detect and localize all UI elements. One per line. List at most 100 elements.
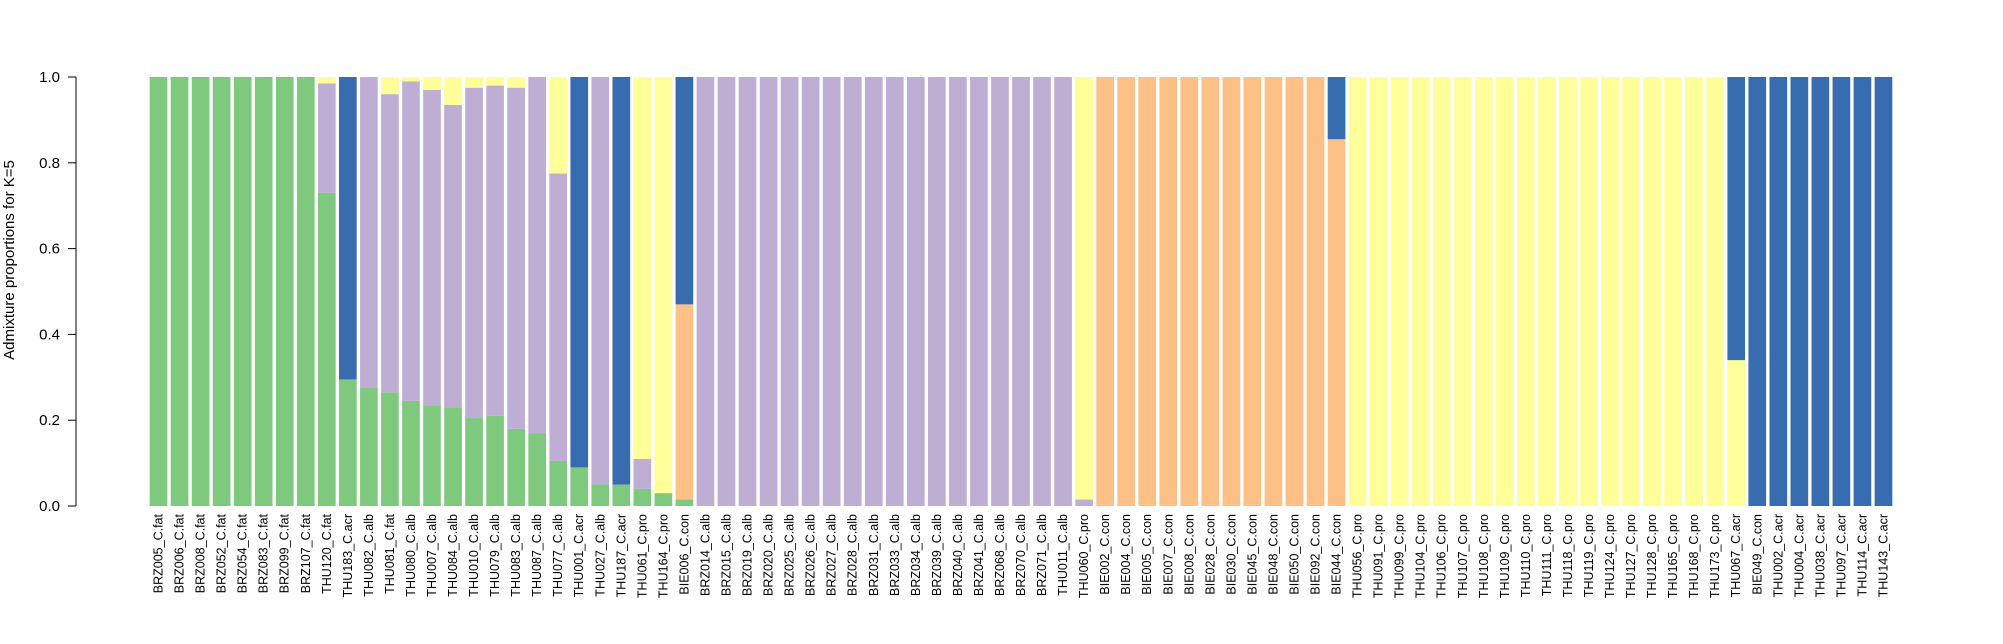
x-tick-label: BIE005_C.con	[1140, 514, 1154, 595]
bar-segment-THU077_C.alb-k2	[549, 173, 568, 461]
x-tick-label: BRZ039_C.alb	[930, 514, 944, 596]
bar-segment-THU114_C.acr-k5	[1853, 77, 1872, 506]
x-tick-label: BIE007_C.con	[1161, 514, 1175, 595]
x-tick-label: THU010_C.alb	[467, 514, 481, 597]
bar-segment-THU027_C.alb-k1	[591, 484, 610, 506]
bar-segment-THU084_C.alb-k4	[444, 77, 462, 105]
x-tick-label: BIE044_C.con	[1330, 514, 1344, 595]
x-tick-label: THU011_C.alb	[1056, 514, 1070, 596]
x-tick-label: BRZ020_C.alb	[762, 514, 776, 596]
bar-segment-THU168_C.pro-k4	[1685, 77, 1703, 506]
x-tick-label: THU027_C.alb	[593, 514, 607, 597]
bar-segment-BRZ015_C.alb-k2	[717, 77, 736, 506]
bar-segment-THU118_C.pro-k4	[1559, 77, 1577, 506]
bar-segment-THU128_C.pro-k4	[1643, 77, 1661, 506]
x-tick-label: BIE049_C.con	[1750, 514, 1764, 595]
bars-layer	[149, 77, 1893, 506]
x-tick-label: THU164_C.pro	[656, 514, 670, 598]
bar-segment-BRZ031_C.alb-k2	[864, 77, 883, 506]
bar-segment-BIE092_C.con-k3	[1306, 77, 1325, 506]
bar-segment-THU081_C.fat-k2	[381, 94, 399, 393]
x-tick-label: THU119_C.pro	[1582, 514, 1596, 597]
x-tick-label: BRZ014_C.alb	[698, 514, 712, 596]
bar-segment-BIE049_C.con-k5	[1748, 77, 1767, 506]
x-tick-label: BRZ041_C.alb	[972, 514, 986, 596]
x-tick-label: THU097_C.acr	[1834, 514, 1848, 597]
bar-segment-THU001_C.acr-k5	[570, 77, 589, 468]
bar-segment-BRZ026_C.alb-k2	[801, 77, 820, 506]
bar-segment-THU001_C.acr-k1	[570, 467, 589, 506]
x-axis-labels: BRZ005_C.fat BRZ006_C.fat BRZ008_C.fat BRZ0…	[152, 513, 1891, 598]
y-tick-label: 0.0	[39, 498, 60, 515]
bar-segment-THU010_C.alb-k4	[465, 77, 483, 88]
bar-segment-BIE050_C.con-k3	[1285, 77, 1304, 506]
bar-segment-THU011_C.alb-k2	[1054, 77, 1072, 506]
x-tick-label: BRZ071_C.alb	[1035, 514, 1049, 596]
bar-segment-BIE008_C.con-k3	[1180, 77, 1199, 506]
bar-segment-THU087_C.alb-k2	[528, 77, 546, 434]
x-tick-label: THU104_C.pro	[1414, 514, 1428, 598]
bar-segment-THU081_C.fat-k1	[381, 392, 399, 506]
x-tick-label: BRZ008_C.fat	[194, 513, 208, 593]
bar-segment-THU164_C.pro-k4	[654, 77, 673, 494]
bar-segment-THU143_C.acr-k5	[1874, 77, 1893, 506]
x-tick-label: THU110_C.pro	[1519, 514, 1533, 597]
x-tick-label: THU108_C.pro	[1477, 514, 1491, 598]
x-tick-label: THU127_C.pro	[1624, 514, 1638, 598]
bar-segment-BIE006_C.con-k3	[675, 304, 694, 500]
x-tick-label: THU114_C.acr	[1855, 514, 1869, 596]
x-tick-label: BRZ040_C.alb	[951, 514, 965, 596]
bar-segment-THU107_C.pro-k4	[1453, 77, 1472, 506]
bar-segment-THU120_C.fat-k1	[317, 192, 336, 506]
bar-segment-THU061_C.pro-k2	[633, 458, 652, 489]
bar-segment-THU120_C.fat-k2	[317, 83, 336, 193]
bar-segment-BRZ019_C.alb-k2	[738, 77, 757, 506]
bar-segment-BRZ052_C.fat-k1	[212, 77, 231, 506]
x-tick-label: BIE050_C.con	[1287, 514, 1301, 595]
bar-segment-THU027_C.alb-k2	[591, 77, 610, 485]
bar-segment-THU061_C.pro-k1	[633, 488, 652, 506]
bar-segment-BIE005_C.con-k3	[1138, 77, 1157, 506]
x-tick-label: THU099_C.pro	[1393, 514, 1407, 598]
x-tick-label: THU118_C.pro	[1561, 514, 1575, 597]
bar-segment-BIE028_C.con-k3	[1201, 77, 1220, 506]
x-tick-label: THU111_C.pro	[1540, 514, 1554, 596]
bar-segment-THU183_C.acr-k1	[339, 379, 357, 506]
bar-segment-THU010_C.alb-k1	[465, 418, 483, 506]
x-tick-label: THU087_C.alb	[530, 514, 544, 597]
bar-segment-BRZ028_C.alb-k2	[843, 77, 862, 506]
x-tick-label: BIE004_C.con	[1119, 514, 1133, 595]
y-axis: 0.0 0.2 0.4 0.6 0.8 1.0	[39, 69, 77, 515]
x-tick-label: THU120_C.fat	[320, 513, 334, 593]
x-tick-label: THU109_C.pro	[1498, 514, 1512, 598]
x-tick-label: BIE002_C.con	[1098, 514, 1112, 595]
x-tick-label: THU038_C.acr	[1813, 514, 1827, 597]
bar-segment-BRZ006_C.fat-k1	[170, 77, 189, 506]
bar-segment-BRZ025_C.alb-k2	[780, 77, 799, 506]
bar-segment-BRZ027_C.alb-k2	[822, 77, 841, 506]
bar-segment-THU083_C.alb-k1	[507, 428, 525, 506]
bar-segment-THU010_C.alb-k2	[465, 87, 483, 419]
bar-segment-THU060_C.pro-k2	[1075, 499, 1093, 506]
bar-segment-THU007_C.alb-k2	[423, 89, 441, 406]
bar-segment-BRZ099_C.fat-k1	[275, 77, 294, 506]
x-tick-label: BRZ070_C.alb	[1014, 514, 1028, 596]
x-tick-label: THU080_C.alb	[404, 514, 418, 597]
bar-segment-THU127_C.pro-k4	[1622, 77, 1640, 506]
x-tick-label: THU007_C.alb	[425, 514, 439, 597]
bar-segment-THU099_C.pro-k4	[1390, 77, 1409, 506]
bar-segment-THU083_C.alb-k2	[507, 87, 525, 429]
bar-segment-THU165_C.pro-k4	[1664, 77, 1682, 506]
bar-segment-THU080_C.alb-k2	[402, 81, 420, 401]
bar-segment-THU187_C.acr-k5	[612, 77, 631, 485]
x-tick-label: THU107_C.pro	[1456, 514, 1470, 598]
x-tick-label: BRZ083_C.fat	[257, 513, 271, 593]
bar-segment-THU077_C.alb-k1	[549, 460, 568, 506]
x-tick-label: BRZ028_C.alb	[846, 514, 860, 596]
x-tick-label: BRZ005_C.fat	[152, 513, 166, 593]
y-tick-label: 0.2	[39, 412, 60, 429]
bar-segment-THU119_C.pro-k4	[1580, 77, 1598, 506]
y-tick-label: 0.8	[39, 155, 60, 172]
x-tick-label: THU128_C.pro	[1645, 514, 1659, 598]
